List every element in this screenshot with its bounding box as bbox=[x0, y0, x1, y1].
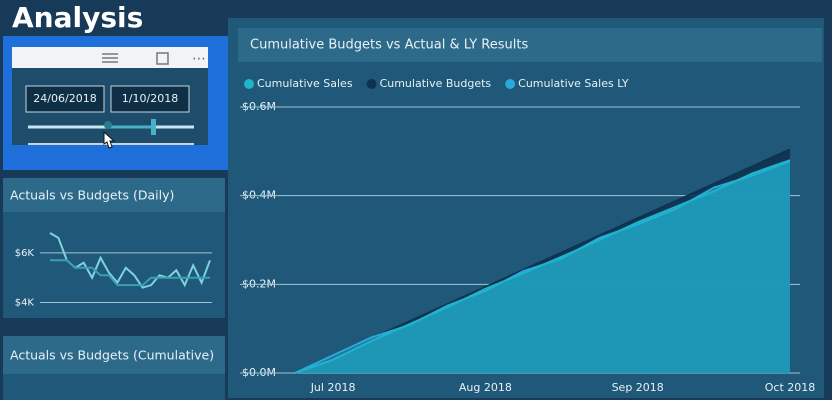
end-date-box[interactable] bbox=[110, 85, 190, 113]
slicer-icons bbox=[102, 52, 169, 65]
start-date: 24/06/2018 bbox=[33, 92, 96, 105]
x-tick-label: Aug 2018 bbox=[459, 381, 512, 394]
x-tick-label: Sep 2018 bbox=[612, 381, 664, 394]
cumulative-title: Actuals vs Budgets (Cumulative) bbox=[10, 348, 214, 363]
main-title-bar bbox=[238, 28, 822, 62]
line bbox=[294, 159, 791, 374]
x-tick-label: Oct 2018 bbox=[765, 381, 816, 394]
legend-label: Cumulative Budgets bbox=[380, 77, 492, 90]
page-title: Analysis bbox=[12, 1, 143, 34]
main-title: Cumulative Budgets vs Actual & LY Result… bbox=[250, 38, 528, 53]
cursor bbox=[103, 130, 116, 149]
end-date: 1/10/2018 bbox=[122, 92, 178, 105]
daily-title: Actuals vs Budgets (Daily) bbox=[10, 188, 174, 203]
slider-handle[interactable] bbox=[104, 121, 112, 129]
legend-swatch bbox=[244, 79, 254, 89]
cumulative-title-bar bbox=[3, 336, 225, 374]
legend-swatch bbox=[505, 79, 516, 89]
y-tick-label: $4K bbox=[15, 298, 35, 309]
legend-label: Cumulative Sales bbox=[257, 77, 353, 90]
line bbox=[50, 259, 210, 287]
y-tick-label: $6K bbox=[15, 248, 35, 259]
area bbox=[295, 160, 790, 373]
slider-handle[interactable] bbox=[151, 119, 156, 135]
start-date-box[interactable] bbox=[25, 85, 105, 113]
daily-title-bar bbox=[3, 178, 225, 212]
legend-label: Cumulative Sales LY bbox=[518, 77, 629, 90]
more-icon[interactable]: ⋯ bbox=[192, 51, 206, 67]
x-tick-label: Jul 2018 bbox=[310, 381, 356, 394]
legend-swatch bbox=[366, 79, 377, 89]
